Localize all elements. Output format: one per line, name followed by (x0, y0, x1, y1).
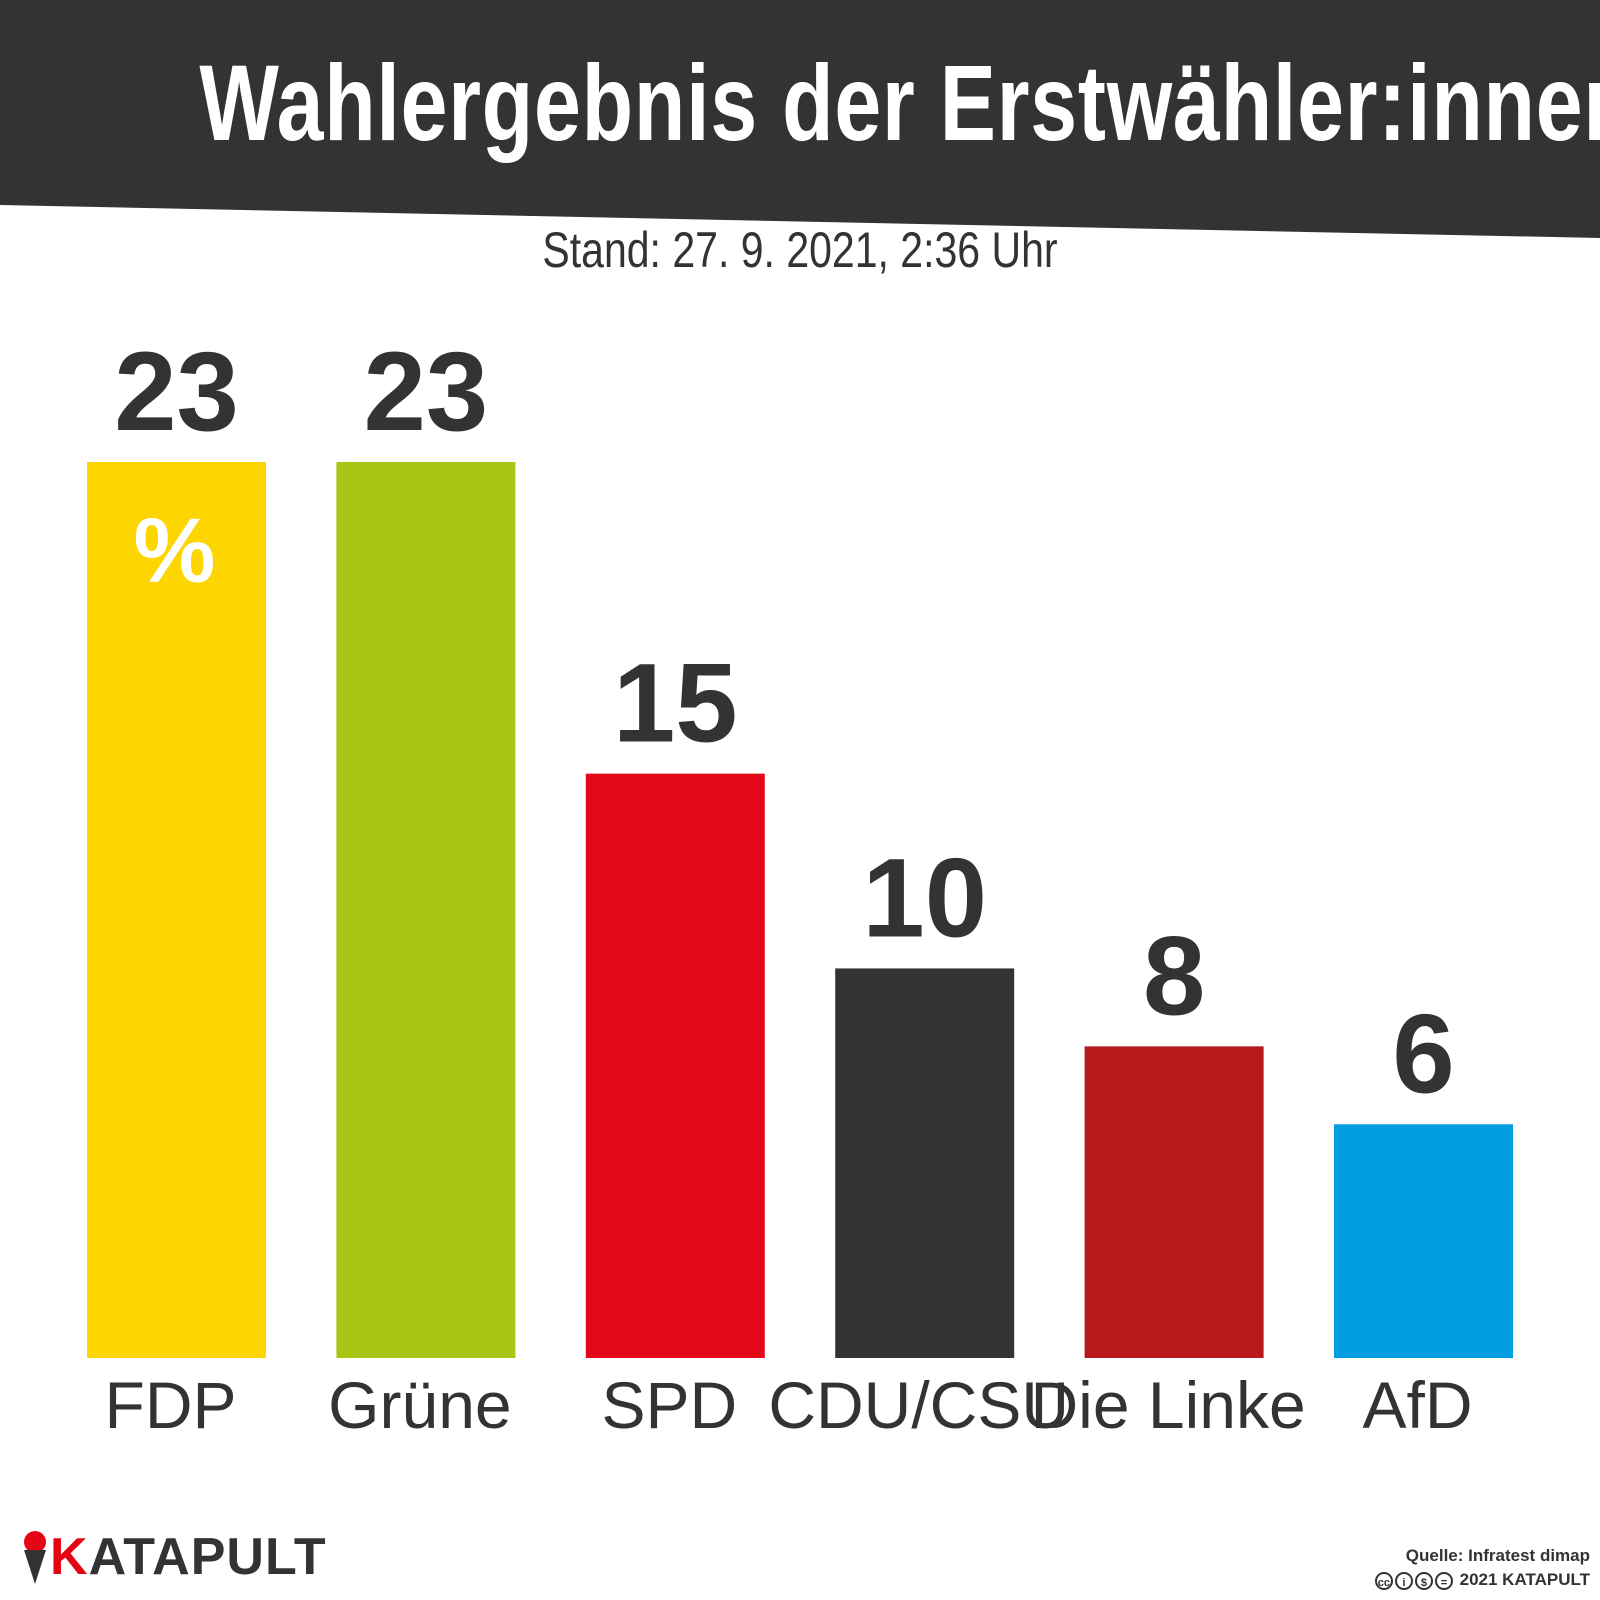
chart-subtitle: Stand: 27. 9. 2021, 2:36 Uhr (542, 222, 1058, 278)
nc-icon: $ (1414, 1571, 1433, 1590)
cc-icon: cc (1374, 1571, 1393, 1590)
category-label-gr-ne: Grüne (328, 1368, 511, 1442)
value-label-fdp: 23 (114, 329, 239, 454)
value-label-cdu-csu: 10 (862, 835, 987, 960)
bar-spd (585, 773, 765, 1358)
copyright-text: 2021 KATAPULT (1459, 1570, 1590, 1589)
bar-cdu-csu (835, 968, 1015, 1358)
value-label-spd: 15 (613, 641, 738, 766)
bar-fdp (87, 462, 266, 1358)
category-label-afd: AfD (1362, 1368, 1472, 1442)
logo-letter-k: K (50, 1528, 89, 1586)
source-note: Quelle: Infratest dimap (1405, 1546, 1590, 1565)
category-label-cdu-csu: CDU/CSU (768, 1368, 1069, 1442)
by-icon: i (1394, 1571, 1413, 1590)
value-label-gr-ne: 23 (364, 329, 489, 454)
chart-title: Wahlergebnis der Erstwähler:innen (199, 42, 1600, 163)
logo-text: KATAPULT (50, 1527, 327, 1587)
bar-gr-ne (336, 462, 516, 1358)
category-label-die-linke: Die Linke (1031, 1368, 1306, 1442)
nd-icon: = (1434, 1571, 1453, 1590)
katapult-logo: KATAPULT (20, 1522, 327, 1592)
copyright-line: cc i $ = 2021 KATAPULT (1374, 1568, 1590, 1592)
bar-die-linke (1084, 1046, 1264, 1358)
logo-rest: ATAPULT (88, 1528, 327, 1586)
header-band (0, 0, 1600, 238)
bar-afd (1334, 1124, 1513, 1358)
value-label-die-linke: 8 (1143, 913, 1205, 1038)
unit-label: % (134, 500, 216, 602)
category-label-fdp: FDP (105, 1368, 237, 1442)
ice-cream-catapult-icon (24, 1531, 46, 1584)
value-label-afd: 6 (1392, 991, 1454, 1116)
footer: Quelle: Infratest dimap cc i $ = 2021 KATAP… (1374, 1544, 1590, 1592)
category-label-spd: SPD (601, 1368, 737, 1442)
